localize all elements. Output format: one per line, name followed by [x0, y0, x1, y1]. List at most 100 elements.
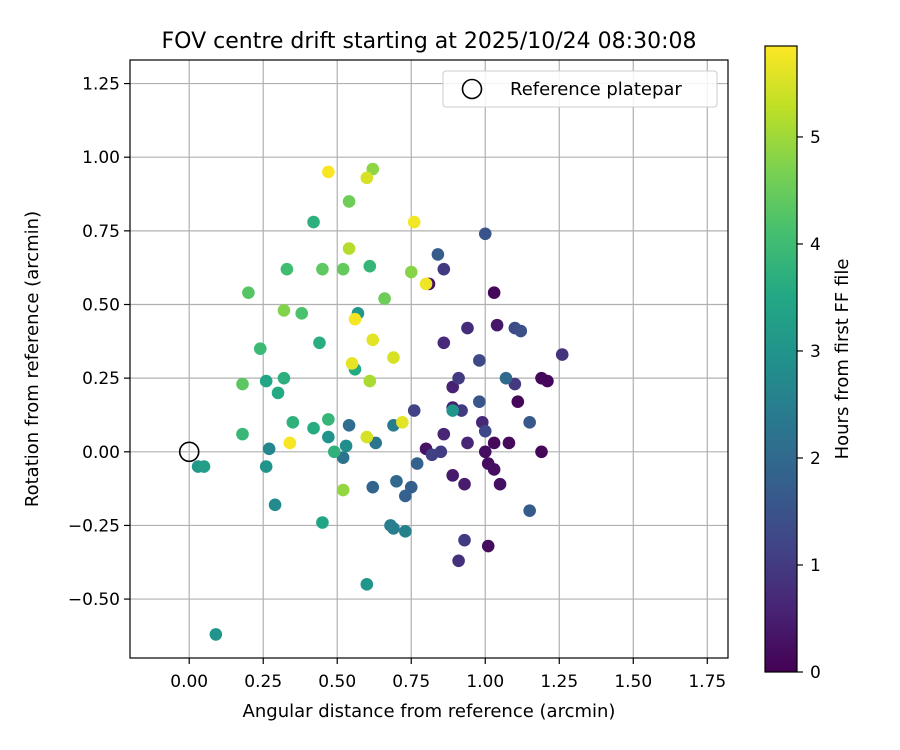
- x-tick-label: 0.50: [318, 672, 356, 692]
- scatter-point: [508, 377, 522, 391]
- scatter-point: [541, 374, 554, 388]
- scatter-point: [481, 539, 495, 553]
- x-tick-label: 1.50: [614, 672, 652, 692]
- scatter-point: [387, 522, 400, 535]
- colorbar-tick-label: 4: [810, 235, 821, 255]
- legend-label: Reference platepar: [510, 79, 682, 100]
- y-tick-label: 1.00: [82, 148, 120, 168]
- scatter-point: [286, 416, 300, 429]
- scatter-point: [360, 430, 374, 444]
- scatter-point: [437, 427, 451, 441]
- colorbar-ticks: 0 1 2 3 4 5: [797, 128, 821, 683]
- colorbar-tick-label: 1: [810, 556, 821, 576]
- scatter-point: [452, 554, 465, 568]
- scatter-point: [280, 262, 294, 276]
- x-tick-label: 0.00: [170, 672, 208, 692]
- y-tick-label: −0.25: [68, 516, 120, 536]
- y-tick-label: 0.75: [82, 222, 120, 242]
- colorbar-tick-label: 5: [810, 128, 821, 148]
- scatter-point: [253, 342, 267, 355]
- scatter-point: [262, 442, 276, 456]
- scatter-point: [268, 498, 282, 512]
- scatter-point: [283, 436, 297, 450]
- scatter-point: [348, 312, 362, 326]
- scatter-point: [197, 460, 211, 473]
- scatter-point: [307, 421, 320, 435]
- scatter-point: [336, 262, 350, 276]
- x-tick-label: 1.25: [540, 672, 578, 692]
- x-axis-label: Angular distance from reference (arcmin): [243, 701, 616, 722]
- y-tick-label: −0.50: [68, 590, 120, 610]
- scatter-point: [396, 416, 409, 429]
- legend-box: [442, 70, 718, 108]
- plot-frame: [129, 59, 729, 659]
- scatter-point: [446, 404, 459, 417]
- scatter-point: [360, 578, 374, 591]
- scatter-point: [369, 436, 383, 450]
- colorbar-tick-label: 3: [810, 342, 821, 362]
- plot-area: 0.00 0.25 0.50 0.75 1.00 1.25 1.50 1.75 −0.50−0…: [68, 59, 729, 692]
- scatter-point: [366, 162, 380, 176]
- scatter-point: [478, 227, 492, 241]
- scatter-point: [502, 436, 516, 450]
- scatter-point: [345, 357, 359, 370]
- scatter-point: [473, 395, 486, 409]
- scatter-points: [191, 162, 569, 641]
- y-tick-label: 0.50: [82, 296, 120, 316]
- scatter-point: [487, 286, 501, 300]
- x-tick-label: 0.75: [392, 672, 430, 692]
- scatter-point: [336, 451, 350, 464]
- scatter-point: [419, 277, 433, 291]
- scatter-point: [327, 445, 341, 459]
- scatter-point: [342, 195, 356, 208]
- scatter-point: [458, 477, 471, 491]
- scatter-point: [407, 215, 421, 229]
- scatter-point: [307, 215, 320, 229]
- scatter-point: [366, 480, 380, 494]
- scatter-point: [555, 348, 569, 361]
- y-tick-label: 0.00: [82, 443, 120, 463]
- scatter-point: [478, 424, 492, 438]
- scatter-point: [437, 336, 451, 350]
- scatter-point: [425, 448, 439, 462]
- scatter-point: [271, 386, 285, 400]
- legend: Reference platepar: [442, 70, 718, 108]
- scatter-point: [342, 242, 356, 255]
- scatter-point: [259, 460, 273, 473]
- scatter-point: [378, 292, 391, 305]
- scatter-point: [407, 404, 421, 417]
- scatter-point: [236, 427, 249, 441]
- scatter-point: [404, 480, 418, 494]
- scatter-point: [461, 436, 474, 450]
- scatter-point: [390, 474, 403, 488]
- scatter-point: [452, 371, 465, 385]
- grid: [130, 60, 728, 658]
- scatter-point: [458, 533, 471, 547]
- scatter-point: [446, 380, 459, 394]
- scatter-point: [316, 262, 329, 276]
- scatter-point: [499, 371, 513, 385]
- scatter-point: [437, 262, 451, 276]
- colorbar-tick-label: 2: [810, 449, 821, 469]
- x-axis-ticks: 0.00 0.25 0.50 0.75 1.00 1.25 1.50 1.75: [170, 658, 726, 692]
- scatter-point: [242, 286, 255, 300]
- scatter-point: [277, 304, 291, 317]
- scatter-point: [514, 324, 528, 338]
- x-tick-label: 0.25: [244, 672, 282, 692]
- scatter-point: [342, 418, 356, 432]
- colorbar-tick-label: 0: [810, 663, 821, 683]
- scatter-point: [387, 351, 400, 364]
- scatter-point: [511, 395, 525, 409]
- scatter-point: [277, 371, 291, 385]
- scatter-point: [523, 416, 536, 429]
- scatter-point: [461, 321, 474, 335]
- scatter-point: [478, 445, 492, 459]
- scatter-point: [404, 265, 418, 279]
- colorbar-gradient: [764, 45, 798, 673]
- scatter-point: [366, 333, 380, 347]
- scatter-point: [493, 477, 507, 491]
- chart-title: FOV centre drift starting at 2025/10/24 …: [162, 29, 697, 54]
- scatter-point: [322, 165, 335, 179]
- legend-marker-icon: [461, 78, 483, 100]
- y-tick-label: 1.25: [82, 75, 120, 95]
